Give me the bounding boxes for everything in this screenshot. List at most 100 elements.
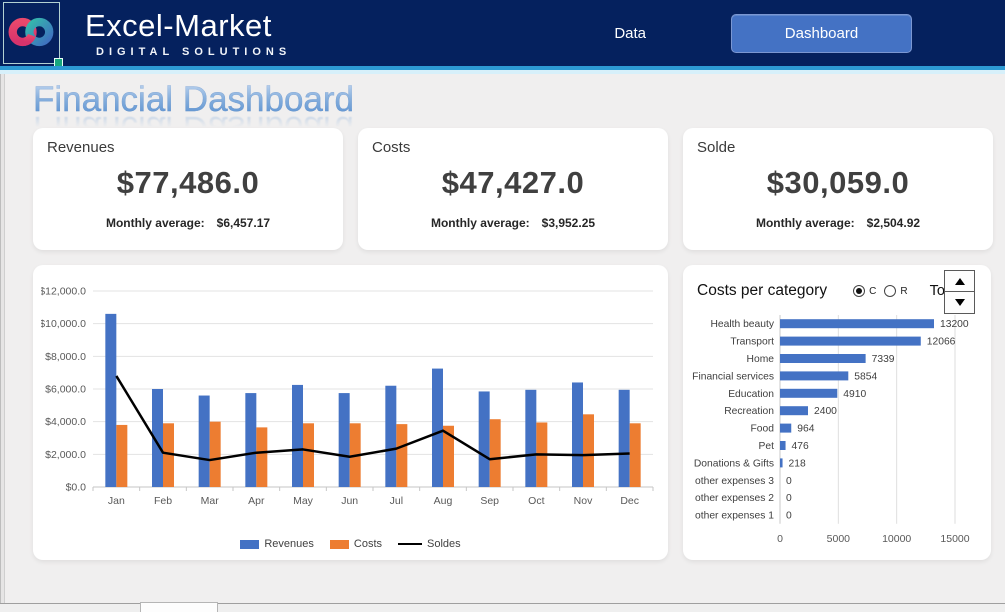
divider-blue [0,66,1005,70]
legend-label: Costs [353,538,383,550]
svg-text:$12,000.0: $12,000.0 [41,286,86,298]
svg-text:May: May [293,495,314,507]
radio-r[interactable] [884,285,897,297]
legend-label: Revenues [264,538,314,550]
spinner-up-button[interactable] [944,270,975,292]
kpi-card-revenues: Revenues $77,486.0 Monthly average: $6,45… [33,128,343,250]
radio-dot-icon [856,288,863,294]
main-nav: Data Dashboard [614,0,912,66]
svg-text:$6,000.0: $6,000.0 [45,384,86,396]
kpi-average-label: Monthly average: [755,216,855,230]
svg-text:other expenses 1: other expenses 1 [695,511,774,522]
nav-item-data[interactable]: Data [614,24,646,42]
svg-text:Pet: Pet [759,441,775,452]
svg-text:15000: 15000 [940,533,969,545]
svg-text:476: 476 [792,441,809,452]
legend-item-costs: Costs [329,538,383,550]
svg-text:Financial services: Financial services [692,371,774,382]
svg-text:5854: 5854 [854,371,877,382]
radio-label-c: C [869,285,877,297]
svg-text:$2,000.0: $2,000.0 [45,449,86,461]
svg-text:10000: 10000 [882,533,911,545]
kpi-value: $47,427.0 [441,165,585,200]
svg-text:0: 0 [786,476,792,487]
svg-text:964: 964 [797,424,814,435]
svg-text:Feb: Feb [154,495,172,507]
svg-text:Jun: Jun [341,495,358,507]
legend-swatch-icon [240,539,260,549]
svg-text:0: 0 [786,511,792,522]
triangle-up-icon [954,277,965,285]
svg-text:Health beauty: Health beauty [710,319,774,330]
svg-text:Food: Food [751,424,775,435]
infinity-logo-icon [8,17,54,47]
page-title-block: Financial Dashboard Financial Dashboard [33,80,355,147]
legend-item-revenues: Revenues [240,538,314,550]
brand-text: Excel-Market DIGITAL SOLUTIONS [85,8,291,58]
total-spinner [944,270,975,314]
svg-text:5000: 5000 [827,533,851,545]
brand-name: Excel-Market [85,8,272,43]
kpi-value: $30,059.0 [766,165,910,200]
svg-text:Aug: Aug [434,495,453,507]
scrollbar-thumb[interactable] [140,602,218,612]
legend-label: Soldes [427,538,461,550]
top-navbar: Excel-Market DIGITAL SOLUTIONS Data Dash… [0,0,1005,67]
svg-text:Education: Education [728,389,774,400]
kpi-value: $77,486.0 [116,165,260,200]
svg-text:other expenses 2: other expenses 2 [695,493,774,504]
svg-text:0: 0 [777,533,783,545]
brand-logo [3,2,63,67]
svg-text:Oct: Oct [528,495,544,507]
svg-text:Recreation: Recreation [724,406,774,417]
nav-item-dashboard[interactable]: Dashboard [731,13,912,53]
legend-swatch-icon [398,542,423,546]
costs-per-category-chart: 0 5000 10000 15000 Health beauty 13200 Transpo… [692,315,970,545]
svg-text:218: 218 [789,458,806,469]
costs-per-category-title: Costs per category [697,282,828,299]
svg-text:$4,000.0: $4,000.0 [45,416,86,428]
kpi-average-value: $3,952.25 [541,216,596,230]
svg-text:other expenses 3: other expenses 3 [695,476,774,487]
kpi-card-solde: Solde $30,059.0 Monthly average: $2,504.9… [683,128,993,250]
svg-text:Jul: Jul [390,495,403,507]
svg-text:Jan: Jan [108,495,125,507]
horizontal-scrollbar[interactable] [0,602,1005,612]
costs-per-category-card: Costs per category CR Total 0 5000 10000 15… [683,265,991,560]
chart-legend: Revenues Costs Soldes [33,538,668,550]
kpi-label: Revenues [47,139,115,156]
svg-text:Dec: Dec [620,495,639,507]
legend-swatch-icon [329,539,349,549]
page-title: Financial Dashboard [33,80,355,119]
window-left-edge [0,74,5,612]
svg-text:Home: Home [747,354,775,365]
svg-text:Transport: Transport [730,337,774,348]
svg-text:$10,000.0: $10,000.0 [41,318,86,330]
svg-text:Apr: Apr [248,495,265,507]
kpi-average: Monthly average: $3,952.25 [372,216,654,230]
spinner-down-button[interactable] [944,292,975,314]
kpi-average-label: Monthly average: [430,216,530,230]
kpi-label: Costs [372,139,411,156]
radio-c-selected[interactable] [853,285,866,297]
triangle-down-icon [954,299,965,306]
svg-text:$8,000.0: $8,000.0 [45,351,86,363]
kpi-average-value: $6,457.17 [216,216,271,230]
svg-text:Donations & Gifts: Donations & Gifts [694,458,774,469]
revenues-costs-chart-card: $0.0 $2,000.0 $4,000.0 $6,000.0 $8,000.0 $10,… [33,265,668,560]
svg-text:7339: 7339 [872,354,895,365]
svg-text:4910: 4910 [843,389,866,400]
svg-text:2400: 2400 [814,406,837,417]
svg-text:0: 0 [786,493,792,504]
kpi-average: Monthly average: $6,457.17 [47,216,329,230]
svg-text:Sep: Sep [480,495,499,507]
costs-per-category-header: Costs per category CR Total [697,270,981,314]
svg-text:$0.0: $0.0 [66,482,87,494]
kpi-average: Monthly average: $2,504.92 [697,216,979,230]
revenues-costs-soldes-chart: $0.0 $2,000.0 $4,000.0 $6,000.0 $8,000.0 $10,… [41,286,654,507]
brand-subtitle: DIGITAL SOLUTIONS [96,46,292,58]
svg-text:Nov: Nov [574,495,593,507]
kpi-average-label: Monthly average: [105,216,205,230]
